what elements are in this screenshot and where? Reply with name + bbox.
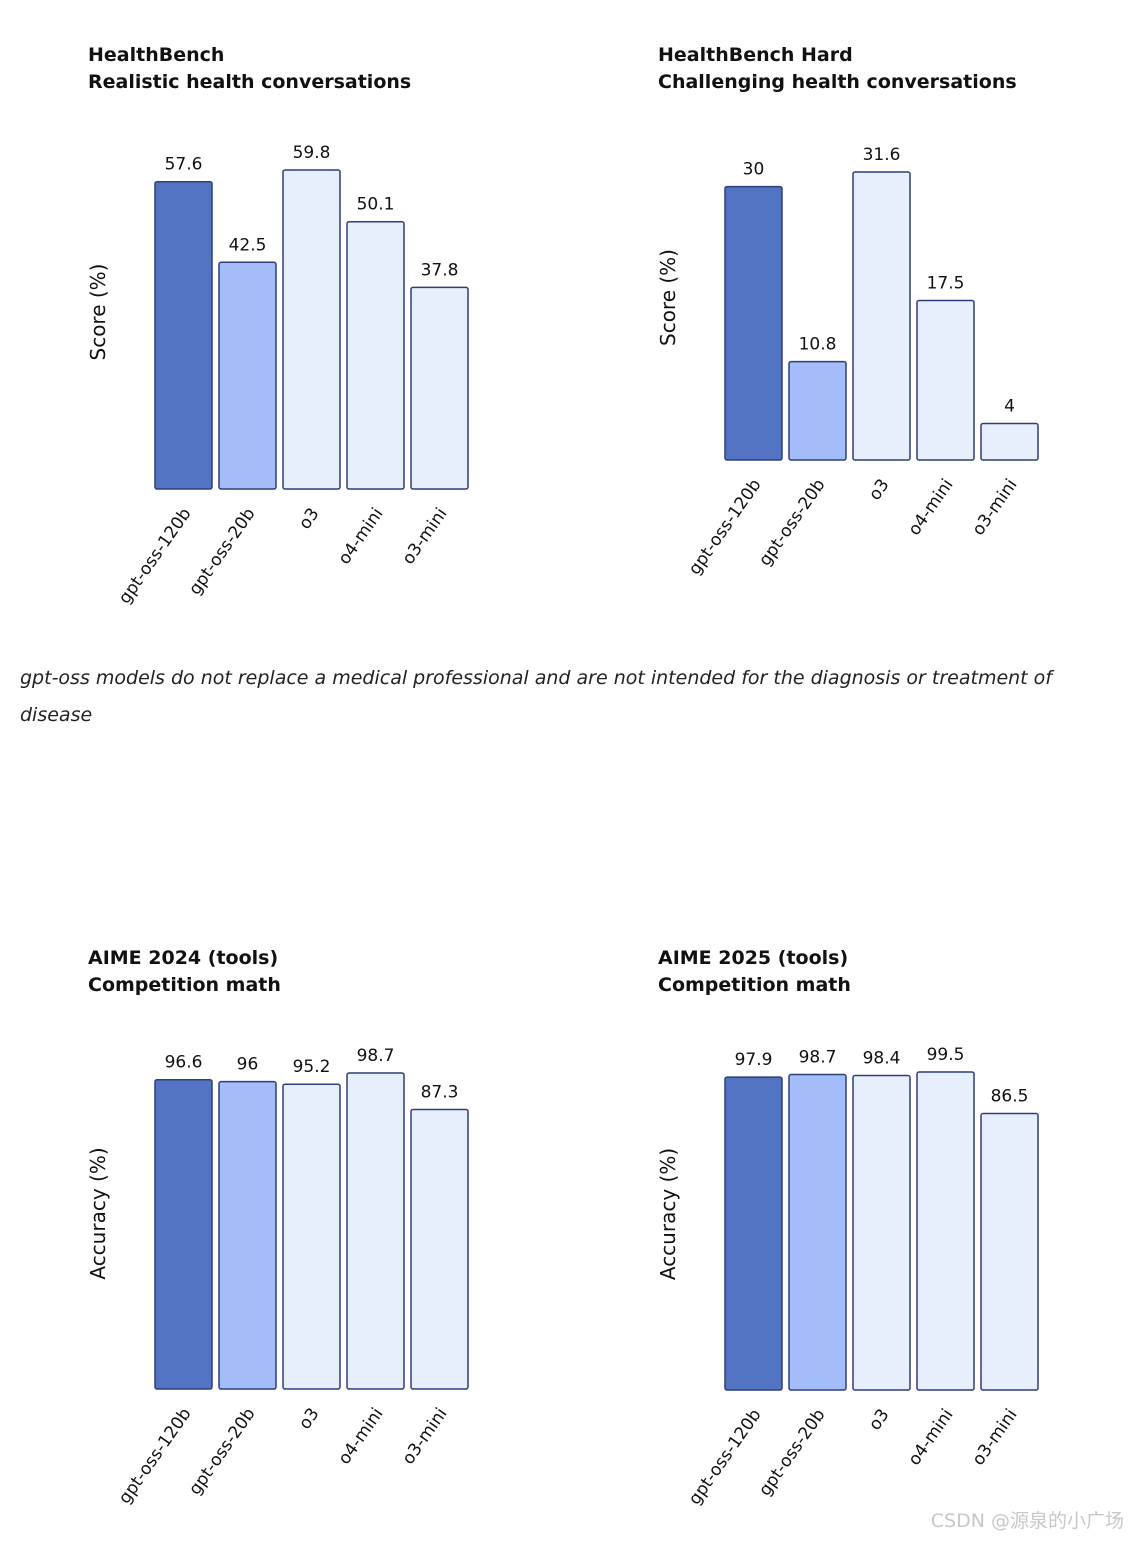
bar-gpt-oss-120b bbox=[724, 1076, 783, 1391]
y-axis-label: Score (%) bbox=[656, 249, 680, 346]
x-tick-label-gpt-oss-20b: gpt-oss-20b bbox=[755, 1405, 830, 1500]
value-label-gpt-oss-120b: 57.6 bbox=[165, 155, 203, 175]
value-label-o4-mini: 99.5 bbox=[927, 1045, 965, 1065]
bar-gpt-oss-120b bbox=[154, 180, 213, 490]
bar-gpt-oss-20b bbox=[218, 1080, 277, 1390]
x-tick-label-gpt-oss-20b: gpt-oss-20b bbox=[755, 475, 830, 570]
bar-o3-mini bbox=[410, 286, 469, 490]
x-tick-label-o3-mini: o3-mini bbox=[968, 475, 1021, 539]
value-label-o3: 59.8 bbox=[293, 143, 331, 163]
chart-title-block: HealthBench Realistic health conversatio… bbox=[88, 42, 411, 96]
bar-o4-mini bbox=[916, 1071, 975, 1391]
bar-chart-svg: Accuracy (%) 96.6 gpt-oss-120b 96 gpt-oss-20… bbox=[86, 1046, 469, 1508]
bar-o3-mini bbox=[980, 1112, 1039, 1391]
bar-chart-svg: Score (%) 57.6 gpt-oss-120b 42.5 gpt-oss-20b… bbox=[86, 143, 469, 608]
chart-subtitle: Competition math bbox=[658, 974, 851, 996]
chart-healthbench-hard: HealthBench Hard Challenging health conv… bbox=[570, 0, 1115, 600]
bar-o3-mini bbox=[410, 1108, 469, 1390]
x-tick-label-o3: o3 bbox=[295, 1404, 324, 1433]
y-axis-label: Accuracy (%) bbox=[656, 1148, 680, 1280]
x-tick-label-o4-mini: o4-mini bbox=[904, 1405, 957, 1469]
x-tick-label-o3-mini: o3-mini bbox=[398, 504, 451, 568]
bar-gpt-oss-20b bbox=[788, 1073, 847, 1391]
chart-healthbench: HealthBench Realistic health conversatio… bbox=[0, 0, 545, 608]
x-tick-label-o3-mini: o3-mini bbox=[968, 1405, 1021, 1469]
chart-aime-2025: AIME 2025 (tools) Competition math Accur… bbox=[570, 903, 1115, 1509]
chart-aime-2024: AIME 2024 (tools) Competition math Accur… bbox=[0, 903, 545, 1508]
value-label-o4-mini: 17.5 bbox=[927, 274, 965, 294]
value-label-o4-mini: 98.7 bbox=[357, 1046, 395, 1066]
value-label-o3: 31.6 bbox=[863, 145, 901, 165]
bar-chart-svg: Accuracy (%) 97.9 gpt-oss-120b 98.7 gpt-oss-… bbox=[656, 1045, 1039, 1509]
chart-subtitle: Realistic health conversations bbox=[88, 71, 412, 93]
value-label-gpt-oss-20b: 10.8 bbox=[799, 335, 837, 355]
bar-gpt-oss-20b bbox=[218, 261, 277, 490]
bar-o3 bbox=[852, 171, 911, 461]
x-tick-label-o3: o3 bbox=[865, 475, 894, 504]
bar-o3-mini bbox=[980, 422, 1039, 461]
chart-title: AIME 2024 (tools) bbox=[88, 947, 279, 969]
value-label-gpt-oss-120b: 97.9 bbox=[735, 1050, 773, 1070]
x-tick-label-o3: o3 bbox=[295, 504, 324, 533]
x-tick-label-o3: o3 bbox=[865, 1405, 894, 1434]
bar-gpt-oss-120b bbox=[724, 185, 783, 461]
x-tick-label-o3-mini: o3-mini bbox=[398, 1404, 451, 1468]
chart-title-block: AIME 2024 (tools) Competition math bbox=[88, 945, 281, 999]
value-label-o3-mini: 87.3 bbox=[421, 1082, 459, 1102]
bar-o4-mini bbox=[346, 1072, 405, 1390]
chart-title: HealthBench Hard bbox=[658, 44, 853, 66]
value-label-o3-mini: 86.5 bbox=[991, 1087, 1029, 1107]
chart-subtitle: Challenging health conversations bbox=[658, 71, 1017, 93]
x-tick-label-o4-mini: o4-mini bbox=[904, 475, 957, 539]
x-tick-label-o4-mini: o4-mini bbox=[334, 504, 387, 568]
chart-title: HealthBench bbox=[88, 44, 225, 66]
y-axis-label: Score (%) bbox=[86, 264, 110, 361]
bar-gpt-oss-20b bbox=[788, 360, 847, 461]
value-label-o3-mini: 37.8 bbox=[421, 260, 459, 280]
x-tick-label-gpt-oss-120b: gpt-oss-120b bbox=[115, 504, 196, 607]
x-tick-label-gpt-oss-120b: gpt-oss-120b bbox=[115, 1404, 196, 1507]
chart-title-block: AIME 2025 (tools) Competition math bbox=[658, 945, 851, 999]
value-label-o3: 98.4 bbox=[863, 1049, 901, 1069]
chart-title-block: HealthBench Hard Challenging health conv… bbox=[658, 42, 1017, 96]
x-tick-label-gpt-oss-20b: gpt-oss-20b bbox=[185, 504, 260, 599]
medical-disclaimer: gpt-oss models do not replace a medical … bbox=[20, 667, 1052, 726]
x-tick-label-gpt-oss-20b: gpt-oss-20b bbox=[185, 1404, 260, 1499]
bar-o3 bbox=[852, 1074, 911, 1391]
bar-gpt-oss-120b bbox=[154, 1078, 213, 1390]
value-label-gpt-oss-120b: 30 bbox=[743, 160, 765, 180]
chart-subtitle: Competition math bbox=[88, 974, 281, 996]
bar-o4-mini bbox=[346, 220, 405, 490]
chart-title: AIME 2025 (tools) bbox=[658, 947, 849, 969]
bar-chart-svg: Score (%) 30 gpt-oss-120b 10.8 gpt-oss-20b 31… bbox=[656, 145, 1039, 579]
value-label-gpt-oss-20b: 96 bbox=[237, 1055, 259, 1075]
y-axis-label: Accuracy (%) bbox=[86, 1147, 110, 1279]
value-label-gpt-oss-20b: 42.5 bbox=[229, 235, 267, 255]
value-label-o4-mini: 50.1 bbox=[357, 195, 395, 215]
value-label-gpt-oss-20b: 98.7 bbox=[799, 1048, 837, 1068]
bar-o3 bbox=[282, 169, 341, 490]
value-label-o3-mini: 4 bbox=[1004, 397, 1015, 417]
value-label-gpt-oss-120b: 96.6 bbox=[165, 1053, 203, 1073]
x-tick-label-o4-mini: o4-mini bbox=[334, 1404, 387, 1468]
watermark: CSDN @源泉的小广场 bbox=[930, 1510, 1124, 1532]
x-tick-label-gpt-oss-120b: gpt-oss-120b bbox=[685, 1405, 766, 1508]
x-tick-label-gpt-oss-120b: gpt-oss-120b bbox=[685, 475, 766, 578]
bar-o4-mini bbox=[916, 299, 975, 461]
value-label-o3: 95.2 bbox=[293, 1057, 331, 1077]
bar-o3 bbox=[282, 1083, 341, 1390]
